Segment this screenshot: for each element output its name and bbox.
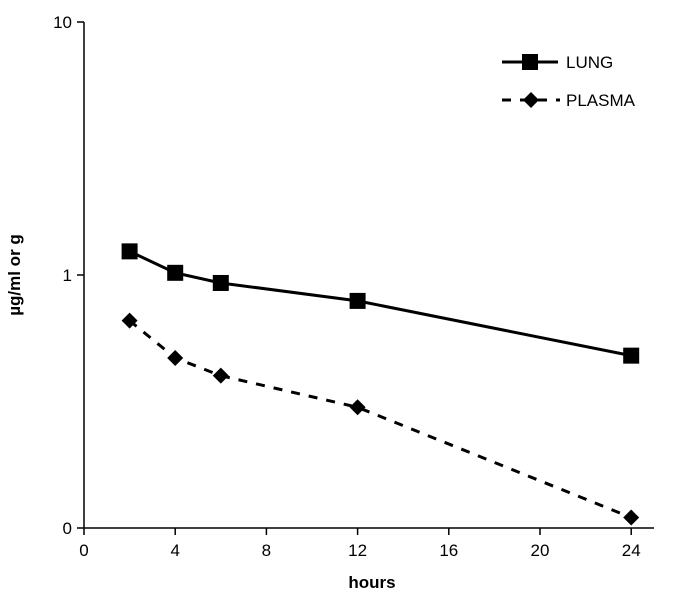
data-point-plasma	[121, 312, 138, 329]
series-line-plasma	[128, 319, 632, 519]
x-tick-label: 24	[622, 541, 641, 560]
x-tick-label: 0	[79, 541, 88, 560]
legend-label-plasma: PLASMA	[566, 91, 636, 110]
data-point-lung	[623, 347, 640, 364]
data-point-lung	[167, 264, 184, 281]
data-point-plasma	[167, 349, 184, 366]
y-ticks: 0 1 10	[53, 13, 84, 538]
legend: LUNG PLASMA	[502, 53, 636, 110]
x-tick-label: 16	[439, 541, 458, 560]
data-point-lung	[121, 243, 138, 260]
x-tick-label: 8	[262, 541, 271, 560]
series-line-lung	[128, 250, 632, 358]
data-point-plasma	[349, 399, 366, 416]
y-axis-title: µg/ml or g	[5, 234, 24, 316]
x-ticks: 0 4 8 12 16 20 24	[79, 528, 641, 560]
x-tick-label: 20	[531, 541, 550, 560]
x-tick-label: 4	[170, 541, 179, 560]
data-point-plasma	[623, 509, 640, 526]
data-point-lung	[212, 274, 229, 291]
y-tick-label: 0	[63, 519, 72, 538]
legend-marker-lung	[522, 54, 538, 70]
legend-marker-plasma	[523, 92, 539, 108]
y-tick-label: 1	[63, 266, 72, 285]
data-point-lung	[349, 292, 366, 309]
legend-label-lung: LUNG	[566, 53, 613, 72]
x-tick-label: 12	[348, 541, 367, 560]
data-point-plasma	[212, 367, 229, 384]
legend-item-plasma: PLASMA	[502, 91, 636, 110]
y-tick-label: 10	[53, 13, 72, 32]
legend-item-lung: LUNG	[502, 53, 613, 72]
series-layer	[121, 243, 640, 526]
x-axis-title: hours	[348, 573, 395, 592]
